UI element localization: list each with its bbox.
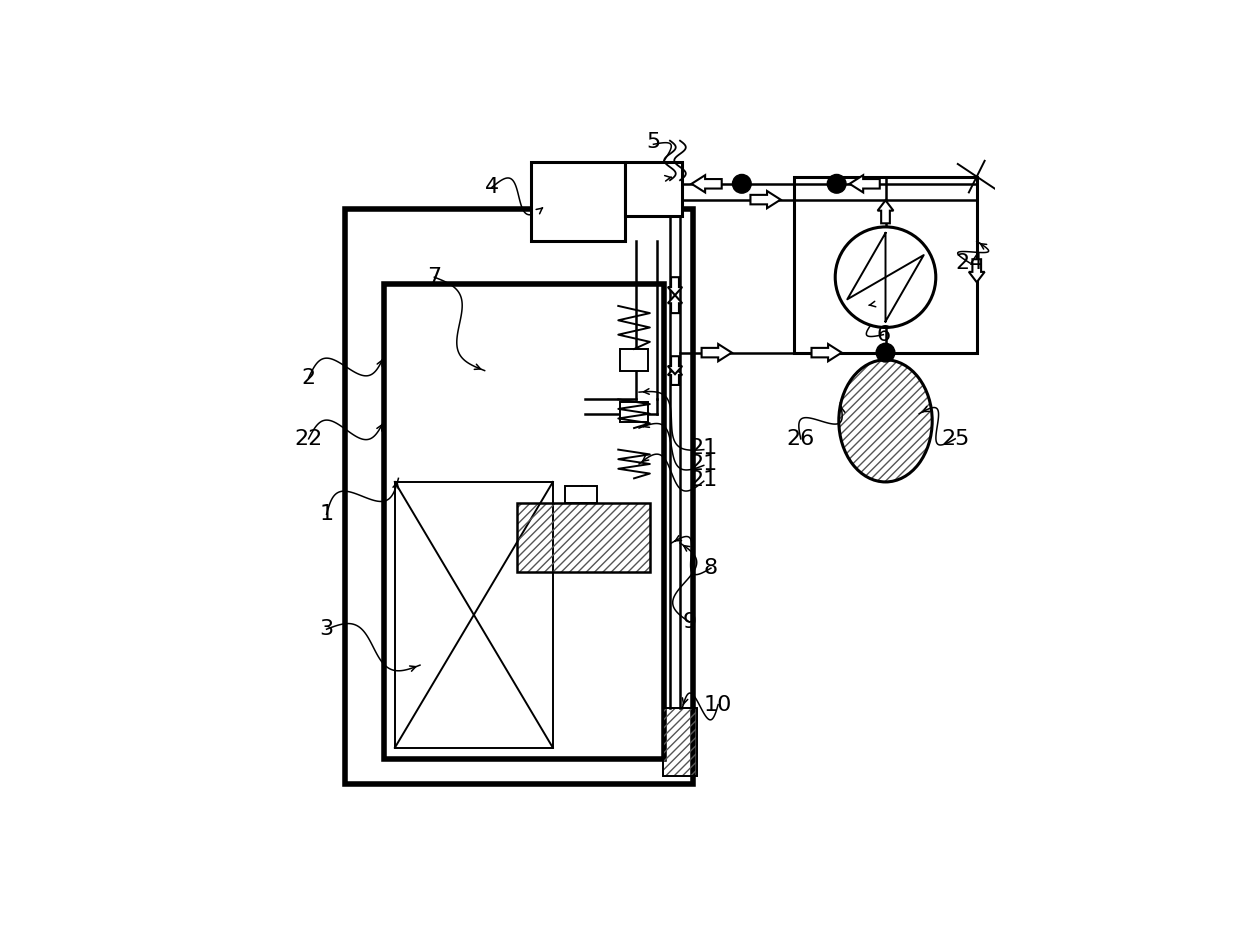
Circle shape <box>733 174 751 193</box>
Bar <box>620 349 649 370</box>
Polygon shape <box>692 175 722 192</box>
Text: 4: 4 <box>485 177 498 198</box>
Text: 1: 1 <box>320 504 334 524</box>
Text: 3: 3 <box>320 620 334 639</box>
Bar <box>565 485 598 504</box>
Text: 24: 24 <box>956 253 983 272</box>
Text: 9: 9 <box>682 612 697 632</box>
Polygon shape <box>849 175 879 192</box>
Bar <box>663 708 697 776</box>
Polygon shape <box>668 367 682 385</box>
Text: 7: 7 <box>428 267 441 287</box>
Circle shape <box>827 174 846 193</box>
Polygon shape <box>668 356 682 374</box>
Text: 26: 26 <box>786 429 815 449</box>
Text: 5: 5 <box>646 132 661 152</box>
Text: 21: 21 <box>689 454 718 474</box>
Polygon shape <box>811 344 842 361</box>
Bar <box>531 162 625 242</box>
Polygon shape <box>968 259 985 282</box>
Bar <box>517 504 650 572</box>
Text: 10: 10 <box>704 695 733 715</box>
Text: 21: 21 <box>689 470 718 490</box>
Bar <box>384 285 665 759</box>
Bar <box>620 402 649 423</box>
Circle shape <box>877 343 895 362</box>
Polygon shape <box>702 344 732 361</box>
Bar <box>794 176 977 353</box>
Bar <box>345 209 693 784</box>
Text: 8: 8 <box>704 558 718 578</box>
Bar <box>625 162 682 216</box>
Text: 25: 25 <box>941 429 970 449</box>
Text: 2: 2 <box>301 368 316 388</box>
Polygon shape <box>668 277 682 295</box>
Polygon shape <box>878 201 893 223</box>
Text: 21: 21 <box>689 439 718 458</box>
Bar <box>394 482 553 747</box>
Polygon shape <box>750 191 781 208</box>
Text: 6: 6 <box>877 325 890 344</box>
Circle shape <box>836 227 936 327</box>
Text: 22: 22 <box>294 429 322 449</box>
Polygon shape <box>668 295 682 313</box>
